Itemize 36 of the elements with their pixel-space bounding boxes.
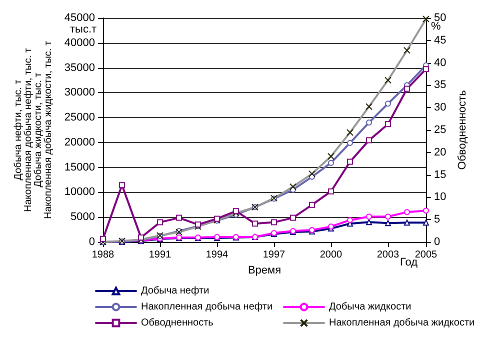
y-tick-label: 0	[88, 236, 95, 248]
legend-label: Накопленная добыча жидкости	[329, 318, 475, 328]
y-axis-title: Добыча нефти, тыс. т Накопленная добыча нефти, тыс. т Добыча жидкости, тыс. т Накопленная добыча жидкости, тыс. т	[13, 40, 54, 220]
y2-axis-title: Обводненность	[456, 90, 469, 170]
y-tick-label: 45000	[64, 12, 95, 24]
x-tick-label: 1988	[92, 250, 115, 260]
x-tick-label: 1997	[262, 250, 286, 260]
y2-tick-label: 40	[434, 56, 446, 69]
y-tick-label: 30000	[64, 86, 95, 99]
y2-tick-label: 35	[434, 79, 446, 92]
legend-label: Добыча нефти	[141, 286, 210, 296]
y-tick-label: 10000	[64, 186, 95, 198]
text: %	[431, 20, 441, 32]
y-tick-label: 25000	[64, 112, 95, 124]
y2-tick-label: 30	[434, 102, 446, 114]
y-tick-label: 5000	[70, 211, 95, 224]
y2-tick-label: 0	[434, 236, 440, 248]
x-tick-label: 1994	[206, 250, 229, 260]
y2-tick-label: 20	[434, 146, 446, 158]
y2-tick-label: 10	[434, 191, 446, 204]
y2-tick-label: 25	[434, 124, 446, 136]
y2-tick-label: 5	[434, 214, 440, 226]
legend-label: Добыча жидкости	[329, 302, 412, 312]
y-tick-label: 20000	[64, 136, 95, 148]
x-tick-label: 2000	[320, 250, 343, 260]
y-tick-label: 15000	[64, 161, 95, 174]
y2-tick-label: 45	[434, 34, 446, 46]
text: тыс.т	[70, 24, 97, 36]
y-tick-label: 35000	[64, 62, 95, 74]
legend-label: Накопленная добыча нефти	[141, 302, 273, 312]
x-tick-label: 2003	[376, 250, 400, 260]
legend-label: Обводненность	[141, 318, 214, 328]
x-tick-label: 1991	[148, 250, 172, 260]
y2-tick-label: 15	[434, 168, 446, 181]
y-tick-label: 40000	[64, 36, 95, 49]
x-axis-title: Время	[248, 264, 282, 276]
